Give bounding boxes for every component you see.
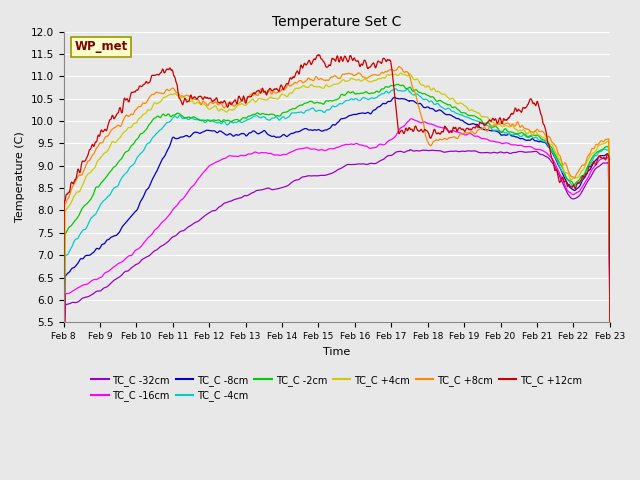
TC_C -16cm	[60, 319, 67, 325]
TC_C +8cm	[102, 134, 109, 140]
TC_C -8cm	[291, 129, 299, 135]
TC_C +4cm	[397, 70, 404, 76]
TC_C +12cm	[606, 319, 614, 325]
TC_C +12cm	[312, 54, 320, 60]
TC_C +8cm	[60, 319, 67, 325]
TC_C -8cm	[60, 319, 67, 325]
Line: TC_C -8cm: TC_C -8cm	[63, 97, 610, 322]
TC_C +12cm	[291, 72, 299, 77]
TC_C -16cm	[303, 145, 310, 151]
TC_C +4cm	[124, 125, 132, 131]
TC_C +12cm	[124, 98, 132, 104]
TC_C -32cm	[102, 285, 109, 290]
TC_C +4cm	[312, 84, 320, 90]
TC_C +12cm	[303, 62, 310, 68]
TC_C -2cm	[371, 90, 378, 96]
TC_C -4cm	[371, 96, 378, 101]
TC_C -8cm	[606, 307, 614, 313]
TC_C -32cm	[303, 173, 310, 179]
TC_C +4cm	[291, 86, 299, 92]
TC_C -8cm	[303, 126, 310, 132]
TC_C +8cm	[312, 74, 320, 80]
Line: TC_C -32cm: TC_C -32cm	[63, 150, 610, 322]
TC_C -16cm	[291, 147, 299, 153]
TC_C -8cm	[124, 217, 132, 223]
TC_C -2cm	[394, 82, 402, 87]
TC_C -2cm	[312, 100, 320, 106]
TC_C -32cm	[291, 178, 299, 183]
TC_C -2cm	[102, 175, 109, 180]
TC_C +4cm	[60, 319, 67, 325]
Title: Temperature Set C: Temperature Set C	[272, 15, 401, 29]
TC_C +8cm	[124, 113, 132, 119]
TC_C -16cm	[408, 116, 415, 122]
TC_C +12cm	[371, 63, 379, 69]
TC_C -8cm	[312, 127, 320, 133]
TC_C -4cm	[312, 108, 320, 114]
TC_C -32cm	[371, 161, 378, 167]
TC_C -16cm	[102, 270, 109, 276]
TC_C +12cm	[60, 319, 67, 325]
TC_C -16cm	[124, 253, 132, 259]
TC_C -2cm	[60, 319, 67, 325]
TC_C +4cm	[102, 149, 109, 155]
TC_C +4cm	[371, 78, 378, 84]
TC_C -8cm	[102, 239, 109, 244]
TC_C -16cm	[312, 147, 320, 153]
TC_C -4cm	[102, 196, 109, 202]
TC_C -4cm	[303, 108, 310, 113]
TC_C -4cm	[60, 319, 67, 325]
TC_C -2cm	[291, 106, 299, 111]
TC_C -4cm	[392, 86, 399, 92]
Legend: TC_C -32cm, TC_C -16cm, TC_C -8cm, TC_C -4cm, TC_C -2cm, TC_C +4cm, TC_C +8cm, T: TC_C -32cm, TC_C -16cm, TC_C -8cm, TC_C …	[87, 371, 586, 405]
Line: TC_C +4cm: TC_C +4cm	[63, 73, 610, 322]
TC_C -16cm	[606, 319, 614, 324]
Line: TC_C +12cm: TC_C +12cm	[63, 55, 610, 322]
TC_C +12cm	[315, 52, 323, 58]
Line: TC_C +8cm: TC_C +8cm	[63, 67, 610, 322]
TC_C -32cm	[406, 147, 414, 153]
Y-axis label: Temperature (C): Temperature (C)	[15, 132, 25, 222]
TC_C +4cm	[606, 300, 614, 305]
Line: TC_C -4cm: TC_C -4cm	[63, 89, 610, 322]
Text: WP_met: WP_met	[74, 40, 128, 53]
TC_C -2cm	[303, 100, 310, 106]
TC_C +12cm	[102, 127, 109, 133]
TC_C -2cm	[606, 303, 614, 309]
X-axis label: Time: Time	[323, 347, 350, 357]
TC_C +8cm	[606, 319, 614, 325]
TC_C -4cm	[124, 168, 132, 173]
TC_C -32cm	[606, 319, 614, 325]
TC_C -4cm	[291, 110, 299, 116]
TC_C -32cm	[124, 268, 132, 274]
TC_C -32cm	[312, 173, 320, 179]
TC_C -32cm	[60, 319, 67, 325]
TC_C +4cm	[303, 84, 310, 90]
TC_C +8cm	[291, 80, 299, 85]
TC_C -8cm	[390, 95, 398, 100]
TC_C +8cm	[396, 64, 403, 70]
Line: TC_C -16cm: TC_C -16cm	[63, 119, 610, 322]
TC_C -4cm	[606, 304, 614, 310]
TC_C -8cm	[371, 107, 378, 113]
TC_C -2cm	[124, 148, 132, 154]
Line: TC_C -2cm: TC_C -2cm	[63, 84, 610, 322]
TC_C +8cm	[303, 77, 310, 83]
TC_C -16cm	[371, 145, 378, 151]
TC_C +8cm	[371, 72, 378, 77]
